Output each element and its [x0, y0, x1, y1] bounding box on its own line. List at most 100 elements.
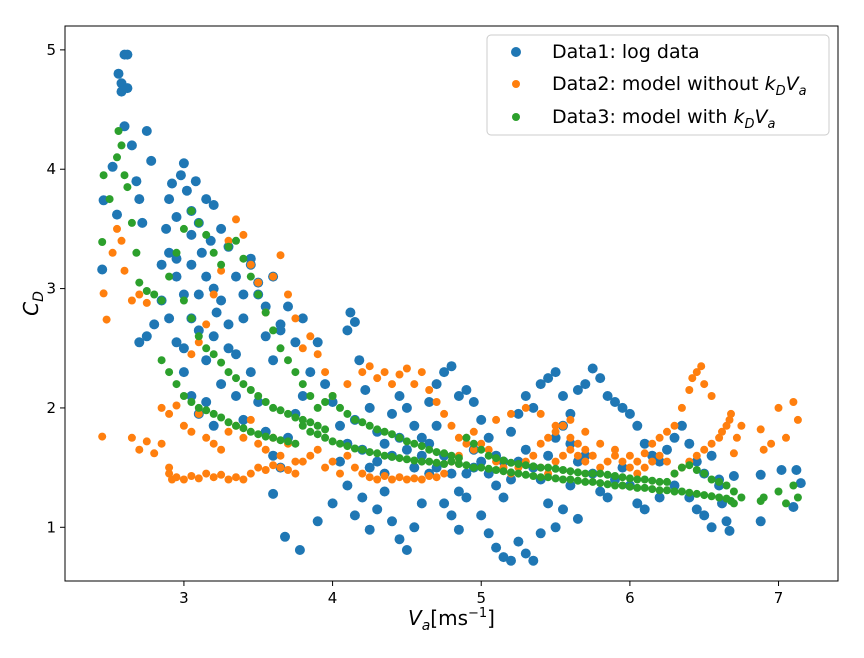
legend-entry-data2-a: a — [799, 84, 807, 99]
data-point-series-3 — [120, 171, 129, 180]
data-point-series-1 — [491, 480, 502, 491]
legend-entry-data2-v: V — [786, 73, 801, 95]
data-point-series-1 — [126, 140, 137, 151]
data-point-series-3 — [469, 439, 478, 448]
data-point-series-2 — [254, 439, 263, 448]
data-point-series-1 — [107, 161, 118, 172]
data-point-series-3 — [187, 314, 196, 323]
x-axis-label: Va[ms−1] — [408, 606, 495, 634]
data-point-series-3 — [499, 456, 508, 465]
data-point-series-3 — [321, 398, 330, 406]
data-point-series-3 — [685, 488, 694, 497]
data-point-series-2 — [737, 421, 746, 430]
data-point-series-1 — [401, 402, 412, 413]
data-point-series-2 — [469, 427, 478, 436]
data-point-series-1 — [676, 420, 687, 431]
data-point-series-2 — [276, 463, 285, 472]
data-point-series-3 — [729, 487, 738, 496]
legend-entry-data3-k: k — [733, 106, 745, 128]
data-point-series-3 — [358, 445, 367, 454]
data-point-series-3 — [603, 480, 612, 489]
data-point-series-2 — [529, 451, 538, 460]
data-point-series-1 — [238, 414, 249, 425]
data-point-series-3 — [529, 472, 538, 480]
data-point-series-1 — [788, 502, 799, 512]
data-point-series-3 — [114, 127, 123, 135]
data-point-series-2 — [358, 368, 367, 377]
data-point-series-1 — [216, 223, 227, 234]
data-point-series-2 — [239, 475, 248, 484]
data-point-series-3 — [715, 477, 724, 486]
data-point-series-2 — [172, 473, 181, 482]
data-point-series-1 — [171, 271, 182, 282]
data-point-series-3 — [425, 445, 434, 454]
y-axis-label: CD — [19, 291, 47, 316]
data-point-series-2 — [117, 236, 126, 245]
data-point-series-2 — [581, 427, 590, 436]
data-point-series-1 — [580, 450, 591, 461]
data-point-series-2 — [432, 473, 441, 482]
data-point-series-3 — [291, 413, 300, 422]
data-point-series-3 — [343, 409, 352, 418]
data-point-series-1 — [312, 516, 323, 527]
data-point-series-3 — [284, 409, 292, 418]
data-point-series-3 — [246, 427, 255, 436]
data-point-series-1 — [294, 545, 305, 555]
data-point-series-3 — [388, 452, 396, 461]
data-point-series-3 — [117, 141, 126, 150]
data-point-series-2 — [402, 475, 411, 484]
data-point-series-2 — [425, 386, 434, 394]
data-point-series-1 — [483, 432, 494, 443]
data-point-series-1 — [122, 49, 133, 60]
data-point-series-2 — [625, 463, 634, 472]
data-point-series-1 — [335, 420, 345, 431]
data-point-series-2 — [633, 469, 642, 478]
data-point-series-1 — [654, 456, 665, 467]
data-point-series-1 — [424, 397, 435, 407]
data-point-series-1 — [131, 176, 142, 187]
data-point-series-3 — [715, 493, 724, 502]
data-point-series-2 — [611, 451, 619, 460]
data-point-series-1 — [178, 343, 189, 354]
data-point-series-2 — [469, 445, 478, 454]
data-point-series-3 — [514, 460, 523, 468]
data-point-series-1 — [137, 217, 148, 228]
y-tick-label: 1 — [46, 518, 56, 536]
data-point-series-2 — [291, 314, 300, 323]
legend-marker-data3 — [512, 113, 520, 121]
data-point-series-2 — [298, 457, 307, 466]
data-point-series-3 — [573, 476, 582, 485]
data-point-series-3 — [603, 470, 612, 479]
data-point-series-1 — [280, 531, 290, 542]
data-point-series-1 — [513, 536, 524, 547]
legend-entry-data3-v: V — [754, 106, 769, 128]
data-point-series-3 — [328, 437, 337, 446]
data-point-series-2 — [566, 433, 575, 442]
data-point-series-2 — [521, 403, 530, 412]
data-point-series-1 — [550, 522, 561, 533]
data-point-series-3 — [677, 463, 686, 472]
data-point-series-2 — [276, 251, 285, 260]
data-point-series-3 — [202, 230, 211, 239]
legend-entry-data3: Data3: model with kDVa — [552, 106, 775, 132]
data-point-series-1 — [580, 379, 591, 390]
data-point-series-1 — [491, 542, 502, 553]
data-point-series-1 — [208, 283, 219, 294]
data-point-series-2 — [544, 433, 553, 442]
data-point-series-3 — [670, 469, 679, 478]
data-point-series-3 — [350, 444, 359, 453]
data-point-series-3 — [313, 403, 322, 412]
data-point-series-2 — [373, 475, 382, 484]
data-point-series-1 — [639, 438, 650, 449]
data-point-series-1 — [178, 367, 189, 378]
data-point-series-3 — [298, 415, 307, 424]
data-point-series-2 — [209, 290, 218, 299]
data-point-series-3 — [707, 475, 716, 484]
data-point-series-2 — [718, 427, 726, 436]
data-point-series-1 — [776, 465, 787, 475]
data-point-series-3 — [209, 350, 218, 359]
data-point-series-2 — [194, 338, 203, 347]
data-point-series-1 — [662, 444, 672, 455]
data-point-series-1 — [461, 385, 472, 395]
data-point-series-1 — [431, 420, 442, 431]
